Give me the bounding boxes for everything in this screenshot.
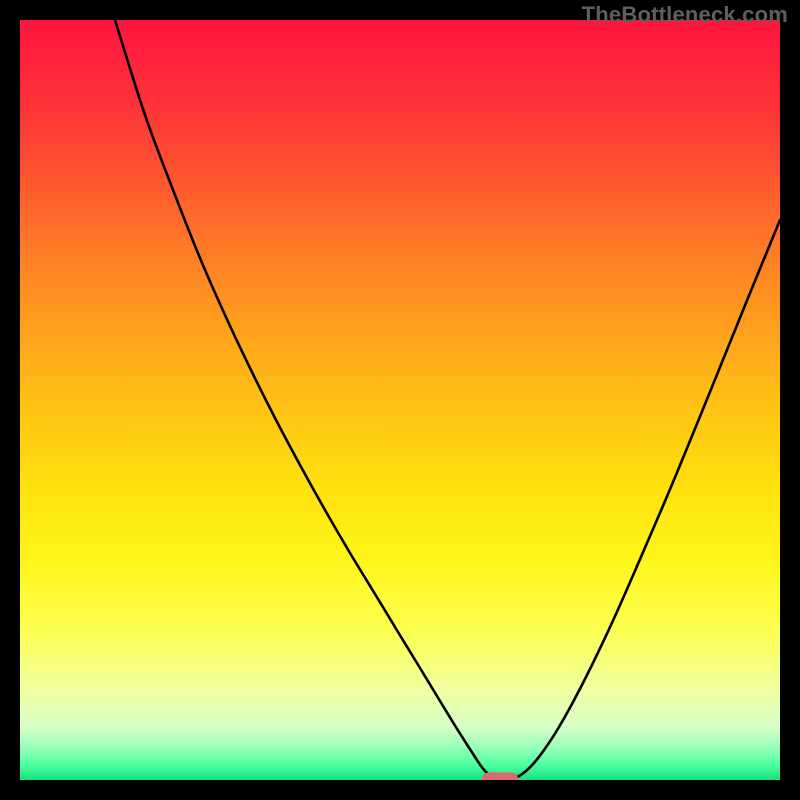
chart-background [20,20,780,780]
chart-frame: TheBottleneck.com [0,0,800,800]
plot-area [20,20,780,780]
watermark-text: TheBottleneck.com [582,2,788,28]
optimum-marker [482,773,518,781]
chart-svg [20,20,780,780]
